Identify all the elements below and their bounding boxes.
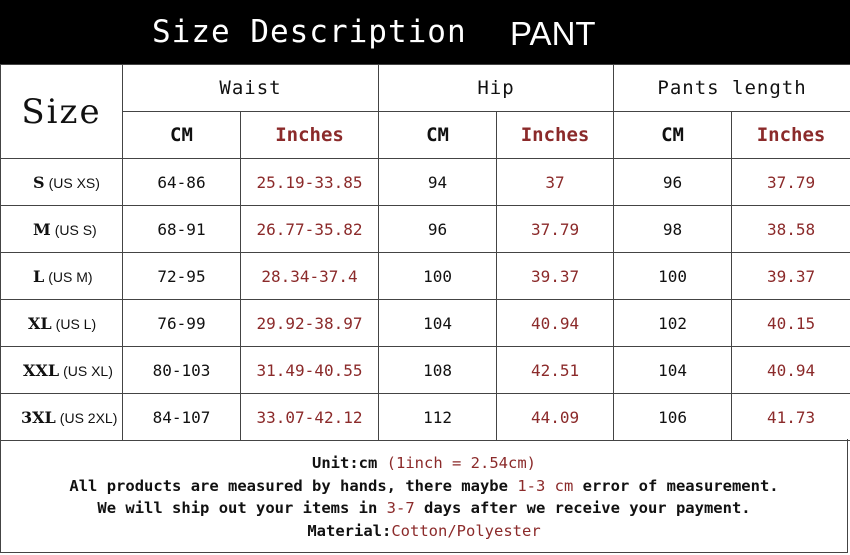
- footer-notes: Unit:cm (1inch = 2.54cm) All products ar…: [0, 439, 848, 553]
- length-in-cell: 38.58: [731, 205, 850, 253]
- waist-in-cell: 31.49-40.55: [239, 346, 380, 394]
- waist-cm-cell: 84-107: [122, 393, 241, 441]
- waist-cm-cell: 68-91: [122, 205, 241, 253]
- table-row: 3XL (US 2XL) 84-107 33.07-42.12 112 44.09 106 4…: [0, 393, 850, 441]
- title-banner: Size Description PANT: [0, 0, 850, 64]
- table-row: S (US XS) 64-86 25.19-33.85 94 37 96 37.79: [0, 158, 850, 206]
- hip-in-cell: 39.37: [496, 252, 615, 300]
- hip-cm-cell: 100: [378, 252, 498, 300]
- us-size-label: (US XS): [48, 174, 100, 191]
- banner-product: PANT: [510, 15, 596, 52]
- size-label: S: [33, 172, 45, 192]
- material-value: Cotton/Polyester: [391, 521, 541, 540]
- size-cell: XXL (US XL): [0, 346, 123, 394]
- waist-cm-cell: 64-86: [122, 158, 241, 206]
- table-row: XXL (US XL) 80-103 31.49-40.55 108 42.51 104 40…: [0, 346, 850, 394]
- pants-length-header: Pants length: [613, 64, 850, 112]
- shipping-text: We will ship out your items in: [97, 499, 387, 517]
- material-label: Material:: [307, 521, 392, 540]
- size-table: Size Waist Hip Pants length CM Inches CM…: [0, 64, 850, 441]
- size-label: M: [33, 219, 51, 239]
- waist-cm-cell: 72-95: [122, 252, 241, 300]
- error-range: 1-3 cm: [517, 476, 574, 495]
- waist-in-cell: 29.92-38.97: [239, 299, 380, 347]
- length-in-cell: 37.79: [731, 158, 850, 206]
- size-label: L: [33, 266, 45, 286]
- length-in-cell: 40.15: [731, 299, 850, 347]
- banner-title: Size Description: [152, 14, 467, 50]
- length-cm-cell: 96: [613, 158, 733, 206]
- size-cell: XL (US L): [0, 299, 123, 347]
- waist-header: Waist: [121, 64, 380, 112]
- measurement-note: All products are measured by hands, ther…: [1, 475, 847, 498]
- hip-inches-header: Inches: [496, 111, 615, 159]
- length-in-cell: 40.94: [731, 346, 850, 394]
- size-header: Size: [0, 64, 123, 159]
- shipping-days: 3-7: [386, 499, 415, 517]
- waist-in-cell: 25.19-33.85: [239, 158, 380, 206]
- length-cm-cell: 102: [613, 299, 733, 347]
- hip-in-cell: 44.09: [496, 393, 615, 441]
- hip-in-cell: 37.79: [496, 205, 615, 253]
- us-size-label: (US S): [54, 221, 97, 238]
- hip-cm-header: CM: [378, 111, 498, 159]
- waist-inches-header: Inches: [239, 111, 380, 159]
- size-cell: 3XL (US 2XL): [0, 393, 123, 441]
- us-size-label: (US XL): [63, 362, 113, 379]
- material-line: Material:Cotton/Polyester: [1, 520, 847, 543]
- table-row: XL (US L) 76-99 29.92-38.97 104 40.94 102 40.15: [0, 299, 850, 347]
- size-cell: S (US XS): [0, 158, 123, 206]
- size-label: 3XL: [21, 407, 56, 427]
- length-in-cell: 41.73: [731, 393, 850, 441]
- hip-cm-cell: 104: [378, 299, 498, 347]
- waist-in-cell: 28.34-37.4: [239, 252, 380, 300]
- hip-in-cell: 37: [496, 158, 615, 206]
- waist-in-cell: 26.77-35.82: [239, 205, 380, 253]
- measurement-text-end: error of measurement.: [573, 476, 779, 495]
- size-cell: M (US S): [0, 205, 123, 253]
- waist-cm-cell: 80-103: [122, 346, 241, 394]
- size-cell: L (US M): [0, 252, 123, 300]
- us-size-label: (US 2XL): [59, 409, 118, 426]
- hip-in-cell: 42.51: [496, 346, 615, 394]
- table-row: M (US S) 68-91 26.77-35.82 96 37.79 98 38.58: [0, 205, 850, 253]
- waist-in-cell: 33.07-42.12: [239, 393, 380, 441]
- hip-cm-cell: 112: [378, 393, 498, 441]
- unit-conversion: (1inch = 2.54cm): [386, 454, 536, 472]
- length-in-cell: 39.37: [731, 252, 850, 300]
- length-cm-cell: 104: [613, 346, 733, 394]
- length-inches-header: Inches: [731, 111, 850, 159]
- hip-header: Hip: [378, 64, 615, 112]
- hip-in-cell: 40.94: [496, 299, 615, 347]
- waist-cm-header: CM: [122, 111, 241, 159]
- length-cm-cell: 98: [613, 205, 733, 253]
- shipping-text-end: days after we receive your payment.: [414, 499, 751, 517]
- unit-label: Unit:cm: [312, 454, 387, 472]
- length-cm-cell: 106: [613, 393, 733, 441]
- table-row: L (US M) 72-95 28.34-37.4 100 39.37 100 39.37: [0, 252, 850, 300]
- size-label: XXL: [23, 360, 60, 380]
- measurement-text: All products are measured by hands, ther…: [69, 476, 518, 495]
- size-label: XL: [28, 313, 52, 333]
- length-cm-cell: 100: [613, 252, 733, 300]
- unit-line: Unit:cm (1inch = 2.54cm): [1, 452, 847, 475]
- hip-cm-cell: 96: [378, 205, 498, 253]
- hip-cm-cell: 94: [378, 158, 498, 206]
- hip-cm-cell: 108: [378, 346, 498, 394]
- us-size-label: (US L): [55, 315, 97, 332]
- waist-cm-cell: 76-99: [122, 299, 241, 347]
- us-size-label: (US M): [48, 268, 93, 285]
- length-cm-header: CM: [613, 111, 733, 159]
- shipping-note: We will ship out your items in 3-7 days …: [1, 497, 847, 520]
